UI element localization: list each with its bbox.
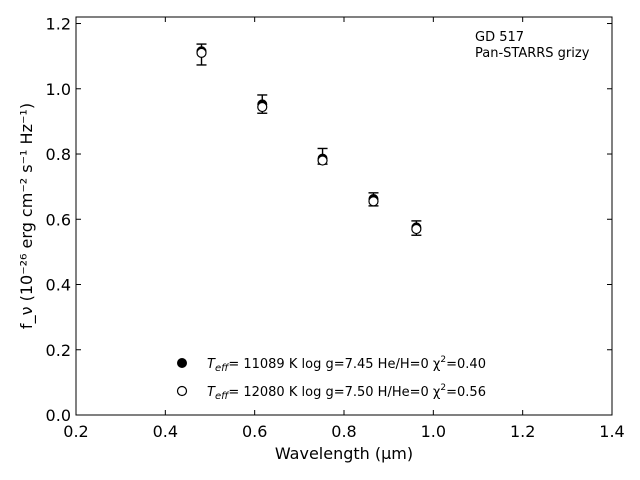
legend-label-helium-model-end: =0.56: [446, 385, 486, 400]
x-tick-label: 0.8: [331, 422, 356, 441]
legend-marker-open: [176, 385, 188, 397]
x-tick-label: 1.4: [599, 422, 624, 441]
x-tick-label: 1.0: [421, 422, 446, 441]
legend-label-helium-model: Teff= 12080 K log g=7.50 H/He=0 χ2=0.56: [207, 383, 486, 402]
x-tick-label: 1.2: [510, 422, 535, 441]
legend-label-helium-model-sub: eff: [215, 391, 230, 402]
legend: Teff= 11089 K log g=7.45 He/H=0 χ2=0.40 …: [176, 355, 486, 402]
y-axis-title: f_ν (10⁻²⁶ erg cm⁻² s⁻¹ Hz⁻¹): [17, 103, 37, 329]
x-tick-label: 0.6: [242, 422, 267, 441]
ticks-layer: 0.2 0.4 0.6 0.8 1.0 1.2 1.40.00.20.40.60.81.01…: [46, 15, 625, 441]
y-tick-label: 0.8: [46, 145, 71, 164]
y-tick-label: 0.6: [46, 210, 71, 229]
legend-label-hydrogen-model-sup: 2: [440, 355, 446, 365]
data-point-helium-model: [196, 47, 207, 58]
legend-label-hydrogen-model-end: =0.40: [446, 357, 486, 372]
object-name-annotation: GD 517: [475, 30, 524, 45]
legend-label-hydrogen-model: Teff= 11089 K log g=7.45 He/H=0 χ2=0.40: [207, 355, 486, 374]
data-layer: [196, 43, 422, 236]
survey-annotation: Pan-STARRS grizy: [475, 46, 590, 61]
y-tick-label: 1.0: [46, 80, 71, 99]
x-tick-label: 0.2: [63, 422, 88, 441]
legend-label-hydrogen-model-sub: eff: [215, 363, 230, 374]
y-tick-label: 0.4: [46, 276, 71, 295]
legend-label-helium-model-sup: 2: [440, 383, 446, 393]
data-point-helium-model: [317, 155, 328, 166]
x-tick-label: 0.4: [153, 422, 178, 441]
legend-label-helium-model-body: = 12080 K log g=7.50 H/He=0 χ: [228, 385, 441, 400]
legend-label-helium-model-prefix: T: [207, 385, 216, 400]
y-tick-label: 0.0: [46, 406, 71, 425]
data-point-helium-model: [368, 196, 379, 207]
y-tick-label: 0.2: [46, 341, 71, 360]
plot-frame: [75, 16, 613, 416]
legend-marker-filled: [177, 358, 187, 368]
data-point-helium-model: [257, 101, 268, 113]
x-axis-title: Wavelength (μm): [275, 444, 413, 463]
y-tick-label: 1.2: [46, 15, 71, 34]
data-point-helium-model: [411, 223, 422, 235]
legend-label-hydrogen-model-body: = 11089 K log g=7.45 He/H=0 χ: [228, 357, 441, 372]
legend-label-hydrogen-model-prefix: T: [207, 357, 216, 372]
